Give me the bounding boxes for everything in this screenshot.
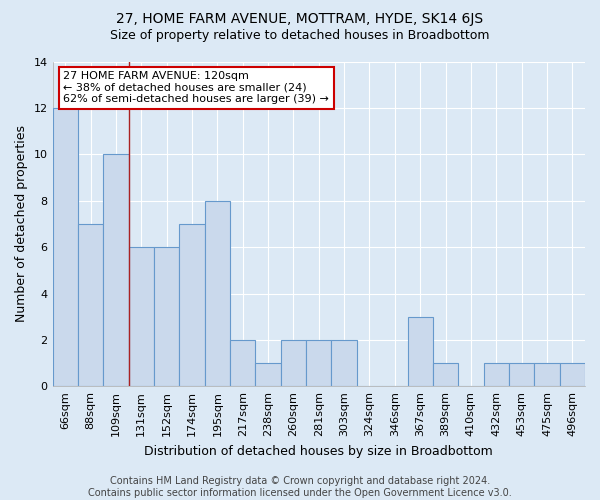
Text: 27, HOME FARM AVENUE, MOTTRAM, HYDE, SK14 6JS: 27, HOME FARM AVENUE, MOTTRAM, HYDE, SK1… — [116, 12, 484, 26]
Text: Size of property relative to detached houses in Broadbottom: Size of property relative to detached ho… — [110, 29, 490, 42]
Bar — [78, 224, 103, 386]
Bar — [230, 340, 256, 386]
Bar — [560, 363, 585, 386]
Bar — [407, 316, 433, 386]
Bar — [306, 340, 331, 386]
Bar — [128, 247, 154, 386]
Bar — [484, 363, 509, 386]
Bar — [331, 340, 357, 386]
Bar — [534, 363, 560, 386]
Y-axis label: Number of detached properties: Number of detached properties — [15, 126, 28, 322]
Bar — [205, 200, 230, 386]
Bar — [433, 363, 458, 386]
Bar — [53, 108, 78, 386]
X-axis label: Distribution of detached houses by size in Broadbottom: Distribution of detached houses by size … — [145, 444, 493, 458]
Bar — [509, 363, 534, 386]
Bar — [103, 154, 128, 386]
Bar — [154, 247, 179, 386]
Bar — [256, 363, 281, 386]
Text: Contains HM Land Registry data © Crown copyright and database right 2024.
Contai: Contains HM Land Registry data © Crown c… — [88, 476, 512, 498]
Bar — [179, 224, 205, 386]
Text: 27 HOME FARM AVENUE: 120sqm
← 38% of detached houses are smaller (24)
62% of sem: 27 HOME FARM AVENUE: 120sqm ← 38% of det… — [63, 71, 329, 104]
Bar — [281, 340, 306, 386]
